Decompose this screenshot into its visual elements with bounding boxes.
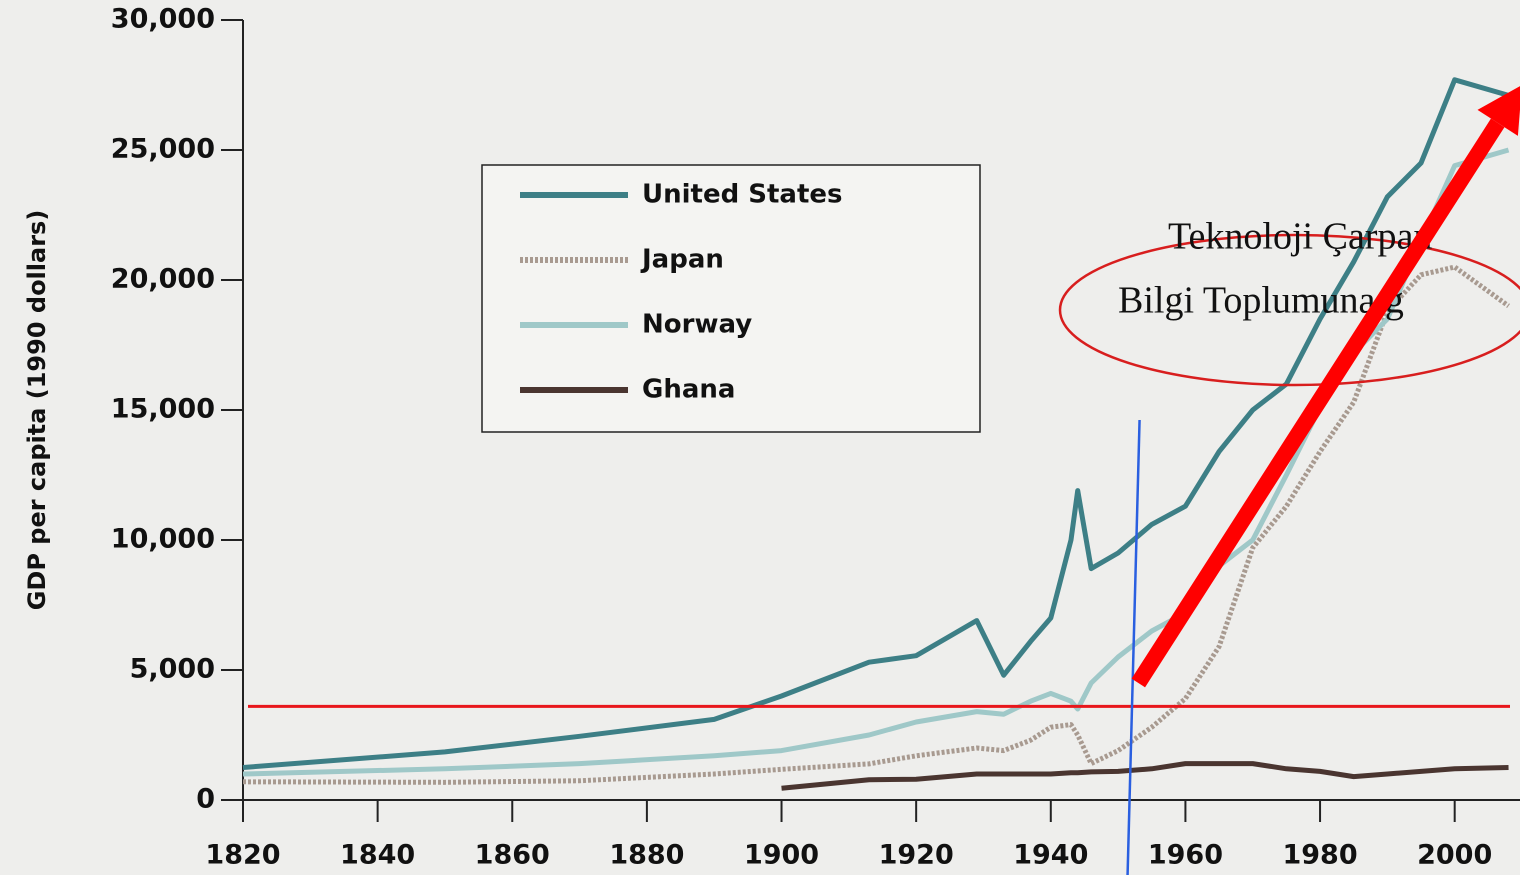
y-tick-label: 25,000 <box>111 134 215 165</box>
annotation-text: Teknoloji Çarpan <box>1168 216 1432 258</box>
x-tick-label: 1940 <box>1013 840 1088 871</box>
x-tick-label: 1900 <box>744 840 819 871</box>
annotation-ellipse <box>1058 233 1520 387</box>
legend-label: Norway <box>642 310 752 340</box>
y-tick-label: 10,000 <box>111 524 215 555</box>
x-tick-label: 1960 <box>1148 840 1223 871</box>
x-tick-label: 2000 <box>1417 840 1492 871</box>
arrow-head <box>1477 86 1520 136</box>
series-line <box>242 77 1510 770</box>
annotation-text: Bilgi Toplumuna g <box>1118 280 1404 322</box>
x-tick-label: 1980 <box>1282 840 1357 871</box>
legend-label: Ghana <box>642 375 735 405</box>
y-tick-label: 30,000 <box>111 4 215 35</box>
reference-line <box>1126 419 1141 875</box>
x-tick-label: 1920 <box>879 840 954 871</box>
arrow-shaft <box>1131 118 1505 688</box>
y-axis-label: GDP per capita (1990 dollars) <box>23 210 51 611</box>
y-tick-label: 20,000 <box>111 264 215 295</box>
legend-label: United States <box>642 180 843 210</box>
x-tick-label: 1860 <box>475 840 550 871</box>
series-line <box>781 761 1509 791</box>
y-tick-label: 0 <box>196 784 215 815</box>
x-tick-label: 1820 <box>205 840 280 871</box>
x-tick-label: 1840 <box>340 840 415 871</box>
legend-label: Japan <box>640 245 724 275</box>
y-tick-label: 15,000 <box>111 394 215 425</box>
x-tick-label: 1880 <box>609 840 684 871</box>
y-tick-label: 5,000 <box>130 654 215 685</box>
